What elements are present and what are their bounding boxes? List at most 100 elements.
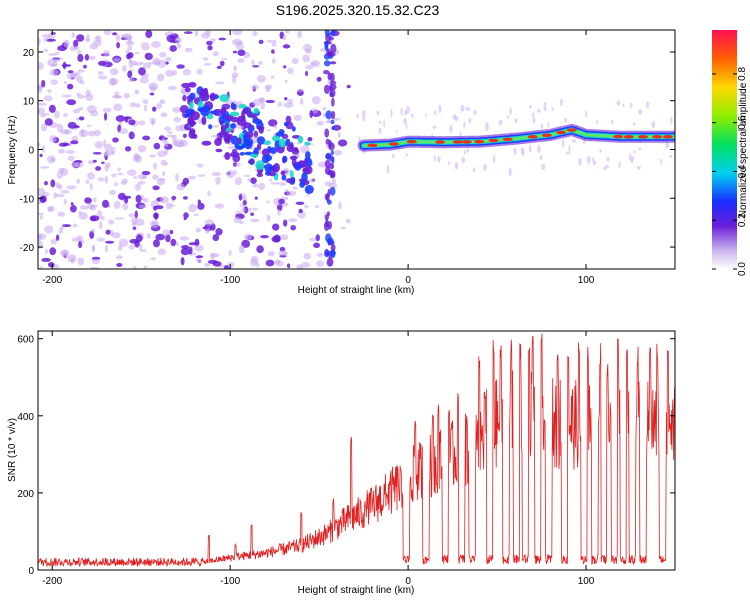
- noise-blob: [39, 166, 50, 169]
- cluster-blob: [256, 126, 265, 130]
- noise-blob: [58, 167, 65, 173]
- tail-blob: [592, 160, 597, 166]
- tail-blob: [651, 121, 656, 128]
- noise-blob: [38, 102, 47, 106]
- noise-blob: [301, 261, 311, 268]
- noise-blob: [38, 142, 41, 147]
- noise-blob: [105, 240, 115, 244]
- noise-blob: [234, 163, 242, 167]
- cluster-blob: [276, 146, 285, 154]
- noise-blob: [215, 176, 222, 185]
- noise-blob: [333, 149, 343, 156]
- noise-blob: [162, 171, 166, 177]
- noise-blob: [104, 143, 112, 152]
- tail-blob: [605, 164, 609, 169]
- streak-blob: [326, 257, 334, 267]
- cluster-blob: [197, 107, 204, 112]
- noise-blob: [197, 202, 205, 210]
- noise-blob: [227, 146, 237, 150]
- cluster-blob: [246, 111, 253, 118]
- noise-blob: [66, 99, 77, 106]
- noise-blob: [337, 139, 348, 147]
- noise-blob: [267, 39, 273, 43]
- noise-blob: [266, 200, 270, 204]
- noise-blob: [176, 64, 185, 69]
- streak-blob: [326, 250, 330, 256]
- noise-blob: [153, 142, 161, 150]
- snr-y-label: SNR (10 * v/v): [7, 418, 18, 482]
- noise-blob: [65, 149, 75, 154]
- noise-blob: [247, 207, 253, 212]
- noise-blob: [39, 214, 43, 220]
- cluster-blob: [289, 170, 294, 178]
- noise-blob: [125, 146, 132, 152]
- cluster-blob: [265, 154, 273, 161]
- cluster-blob: [291, 126, 296, 132]
- tail-blob: [376, 110, 380, 116]
- noise-blob: [120, 180, 128, 185]
- noise-blob: [159, 99, 166, 105]
- noise-blob: [316, 260, 325, 267]
- noise-blob: [183, 31, 193, 34]
- noise-blob: [92, 258, 100, 265]
- noise-blob: [87, 130, 96, 137]
- noise-blob: [151, 221, 157, 227]
- cluster-blob: [221, 107, 227, 112]
- noise-blob: [241, 239, 251, 248]
- noise-blob: [159, 196, 169, 204]
- streak-blob: [331, 110, 336, 120]
- noise-blob: [129, 102, 137, 108]
- noise-blob: [180, 257, 185, 266]
- tail-blob: [362, 110, 366, 117]
- noise-blob: [151, 41, 161, 48]
- streak-blob: [323, 221, 330, 231]
- noise-blob: [315, 204, 320, 209]
- noise-blob: [50, 79, 58, 85]
- tail-blob: [592, 157, 594, 162]
- noise-blob: [290, 225, 297, 231]
- noise-blob: [73, 39, 79, 48]
- noise-blob: [54, 110, 60, 119]
- cluster-blob: [201, 116, 207, 126]
- noise-blob: [164, 149, 169, 155]
- noise-blob: [173, 116, 181, 123]
- cluster-blob: [280, 170, 286, 176]
- noise-blob: [67, 155, 75, 161]
- noise-blob: [44, 225, 54, 234]
- noise-blob: [326, 119, 332, 123]
- cluster-blob: [224, 115, 234, 120]
- noise-blob: [286, 190, 297, 197]
- noise-blob: [90, 228, 95, 233]
- tail-blob: [514, 118, 518, 124]
- noise-blob: [93, 197, 97, 203]
- noise-blob: [146, 232, 151, 239]
- streak-blob: [327, 199, 332, 205]
- noise-blob: [215, 81, 225, 85]
- noise-blob: [207, 190, 211, 197]
- noise-blob: [39, 195, 46, 203]
- noise-blob: [204, 263, 211, 267]
- noise-blob: [115, 217, 125, 220]
- tail-blob: [522, 148, 525, 156]
- cluster-blob: [197, 101, 204, 109]
- noise-blob: [346, 84, 351, 89]
- noise-blob: [207, 259, 218, 264]
- streak-blob: [330, 150, 334, 156]
- cluster-blob: [304, 184, 314, 194]
- noise-blob: [337, 132, 341, 138]
- cluster-blob: [281, 174, 287, 181]
- noise-blob: [76, 34, 85, 42]
- tail-blob: [395, 129, 398, 134]
- colorbar: 0.0 0.2 0.4 0.6 0.8 Normalized spectral ampl…: [712, 30, 749, 276]
- noise-blob: [165, 56, 172, 62]
- signal-cluster: [181, 81, 314, 194]
- noise-blob: [150, 257, 157, 261]
- noise-blob: [98, 75, 108, 80]
- noise-blob: [49, 69, 59, 76]
- ridge-peak: [638, 135, 648, 139]
- spectrogram-image: [38, 30, 675, 269]
- tail-blob: [506, 115, 509, 119]
- cluster-blob: [200, 92, 210, 102]
- spectrogram-frame: [37, 29, 676, 270]
- cluster-blob: [184, 113, 191, 118]
